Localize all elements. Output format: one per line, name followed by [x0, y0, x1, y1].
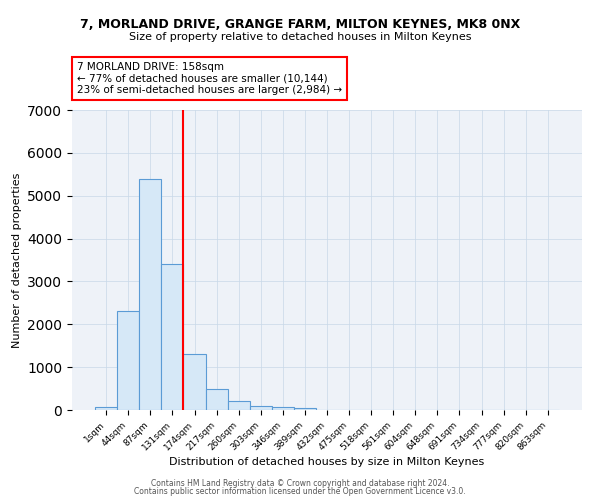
Text: Contains public sector information licensed under the Open Government Licence v3: Contains public sector information licen… [134, 487, 466, 496]
Text: Contains HM Land Registry data © Crown copyright and database right 2024.: Contains HM Land Registry data © Crown c… [151, 478, 449, 488]
Bar [184, 354, 206, 410]
Bar [272, 407, 294, 410]
Y-axis label: Number of detached properties: Number of detached properties [11, 172, 22, 348]
Text: 7, MORLAND DRIVE, GRANGE FARM, MILTON KEYNES, MK8 0NX: 7, MORLAND DRIVE, GRANGE FARM, MILTON KE… [80, 18, 520, 30]
Bar [161, 264, 184, 410]
Bar [95, 407, 117, 410]
Bar [227, 402, 250, 410]
X-axis label: Distribution of detached houses by size in Milton Keynes: Distribution of detached houses by size … [169, 458, 485, 468]
Bar [117, 312, 139, 410]
Bar [294, 408, 316, 410]
Bar [250, 406, 272, 410]
Text: 7 MORLAND DRIVE: 158sqm
← 77% of detached houses are smaller (10,144)
23% of sem: 7 MORLAND DRIVE: 158sqm ← 77% of detache… [77, 62, 342, 95]
Bar [139, 178, 161, 410]
Text: Size of property relative to detached houses in Milton Keynes: Size of property relative to detached ho… [129, 32, 471, 42]
Bar [206, 390, 227, 410]
